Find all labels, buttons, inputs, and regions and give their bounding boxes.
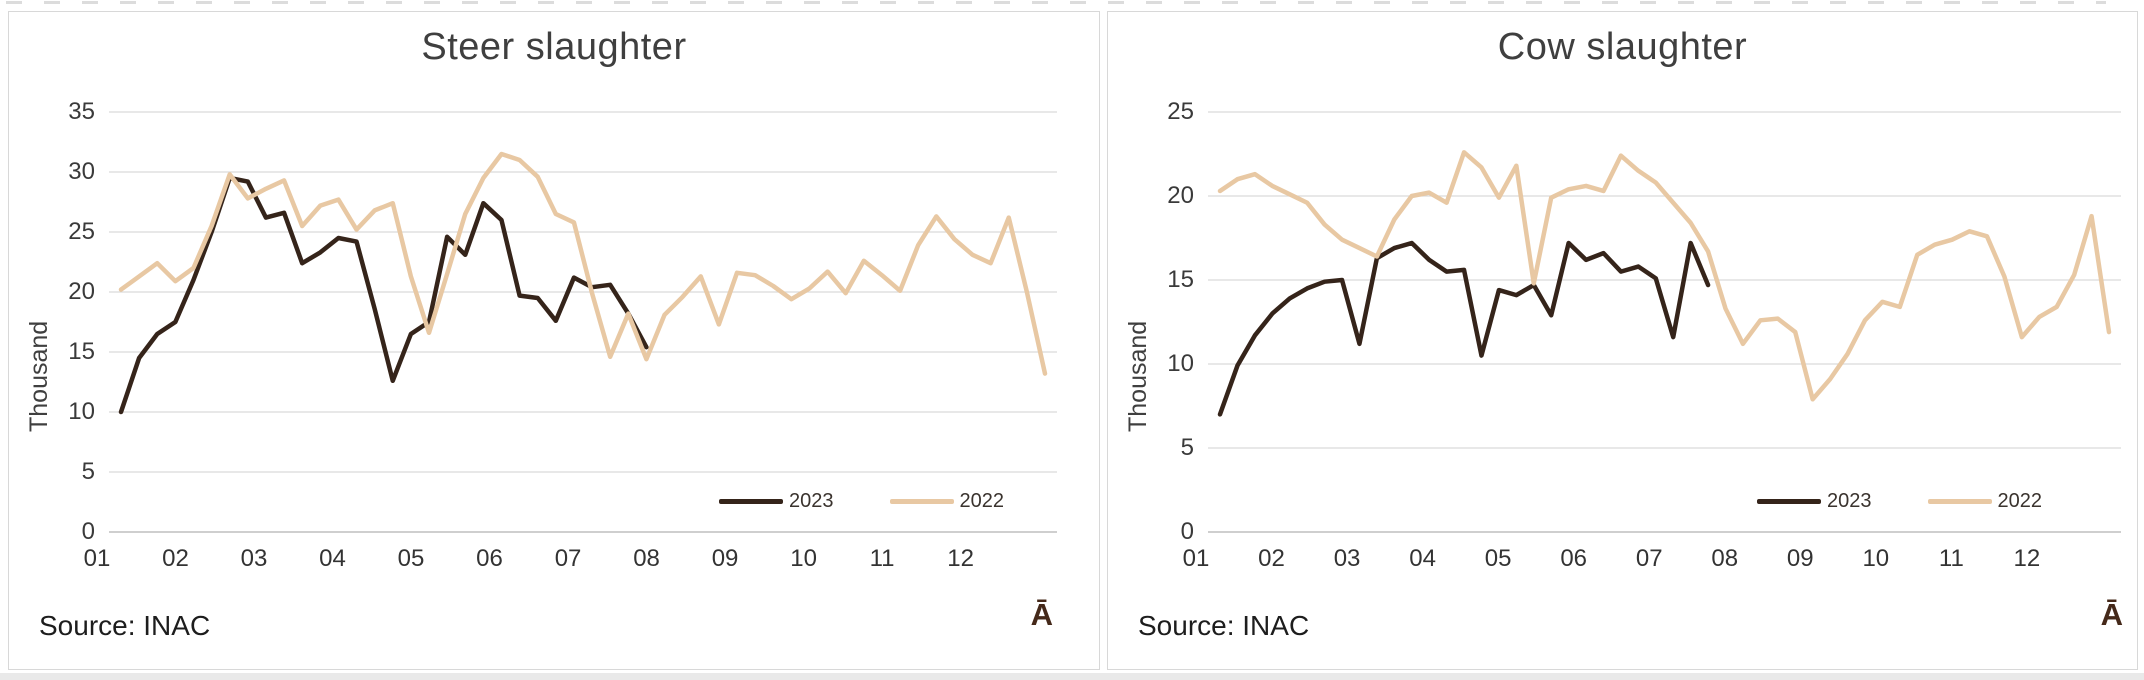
legend-line-2023 xyxy=(719,499,783,504)
legend-item-2023: 2023 xyxy=(1757,490,1872,513)
x-tick-label: 07 xyxy=(554,545,582,572)
x-tick-label: 01 xyxy=(83,545,111,572)
source-label: Source: INAC xyxy=(39,610,211,641)
x-tick-label: 06 xyxy=(476,545,503,572)
series-line-2023 xyxy=(1217,240,1711,417)
x-tick-label: 05 xyxy=(397,545,425,572)
x-tick-label: 12 xyxy=(947,545,974,572)
x-tick-label: 10 xyxy=(1862,545,1890,572)
y-tick-label: 25 xyxy=(68,218,95,245)
x-tick-label: 09 xyxy=(1786,545,1814,572)
x-tick-label: 11 xyxy=(1938,545,1964,572)
legend: 2023 2022 xyxy=(719,490,1004,513)
y-tick-label: 0 xyxy=(81,518,95,545)
x-tick-label: 09 xyxy=(711,545,739,572)
y-tick-label: 15 xyxy=(68,338,95,365)
legend-label: 2023 xyxy=(1827,490,1872,512)
source-label: Source: INAC xyxy=(1138,610,1310,641)
x-tick-label: 08 xyxy=(633,545,660,572)
y-tick-label: 0 xyxy=(1180,518,1194,545)
x-tick-label: 07 xyxy=(1635,545,1663,572)
x-tick-label: 04 xyxy=(319,545,346,572)
y-tick-label: 5 xyxy=(81,458,95,485)
x-tick-label: 01 xyxy=(1182,545,1210,572)
series-line-2022 xyxy=(118,151,1048,376)
y-tick-label: 5 xyxy=(1180,434,1194,461)
plot-area xyxy=(109,102,1057,552)
x-tick-label: 10 xyxy=(790,545,817,572)
legend: 2023 2022 xyxy=(1757,490,2042,513)
legend-label: 2022 xyxy=(1997,490,2043,512)
series-line-2022 xyxy=(1217,150,2112,402)
x-tick-label: 02 xyxy=(162,545,189,572)
y-tick-label: 20 xyxy=(1167,182,1194,209)
y-tick-label: 35 xyxy=(68,98,95,125)
chart-title: Cow slaughter xyxy=(1497,26,1748,68)
legend-line-2022 xyxy=(889,499,954,504)
legend-label: 2022 xyxy=(959,490,1005,512)
chart-title: Steer slaughter xyxy=(421,26,687,68)
x-tick-label: 03 xyxy=(240,545,268,572)
watermark-text: Ā xyxy=(1030,597,1053,632)
legend-item-2023: 2023 xyxy=(719,490,834,513)
x-tick-label: 03 xyxy=(1333,545,1361,572)
legend-label: 2023 xyxy=(789,490,834,512)
x-tick-label: 08 xyxy=(1711,545,1739,572)
y-tick-label: 20 xyxy=(68,278,95,305)
charts-container: Steer slaughter Thousand 2023 2022 Sourc… xyxy=(8,11,2138,670)
line-chart-svg xyxy=(1208,111,2121,533)
legend-line-2023 xyxy=(1757,499,1821,504)
x-tick-label: 02 xyxy=(1258,545,1285,572)
x-tick-label: 06 xyxy=(1560,545,1588,572)
x-tick-label: 05 xyxy=(1484,545,1512,572)
steer-chart-panel: Steer slaughter Thousand 2023 2022 Sourc… xyxy=(8,11,1100,670)
y-tick-label: 30 xyxy=(68,158,95,185)
x-tick-label: 04 xyxy=(1409,545,1436,572)
line-chart-svg xyxy=(109,111,1057,533)
page-bottom-edge xyxy=(0,673,2144,680)
legend-line-2022 xyxy=(1927,499,1992,504)
legend-item-2022: 2022 xyxy=(1927,490,2043,513)
x-tick-label: 11 xyxy=(869,545,895,572)
cropped-text-remnants xyxy=(6,1,2106,4)
cow-chart-panel: Cow slaughter Thousand 2023 2022 Source:… xyxy=(1107,11,2138,670)
y-tick-label: 10 xyxy=(1167,350,1194,377)
y-tick-label: 10 xyxy=(68,398,95,425)
legend-item-2022: 2022 xyxy=(889,490,1005,513)
x-tick-label: 12 xyxy=(2013,545,2041,572)
series-line-2023 xyxy=(118,175,649,415)
plot-area xyxy=(1208,102,2121,552)
y-tick-label: 15 xyxy=(1167,266,1194,293)
watermark-text: Ā xyxy=(2100,597,2123,632)
y-tick-label: 25 xyxy=(1167,98,1194,125)
